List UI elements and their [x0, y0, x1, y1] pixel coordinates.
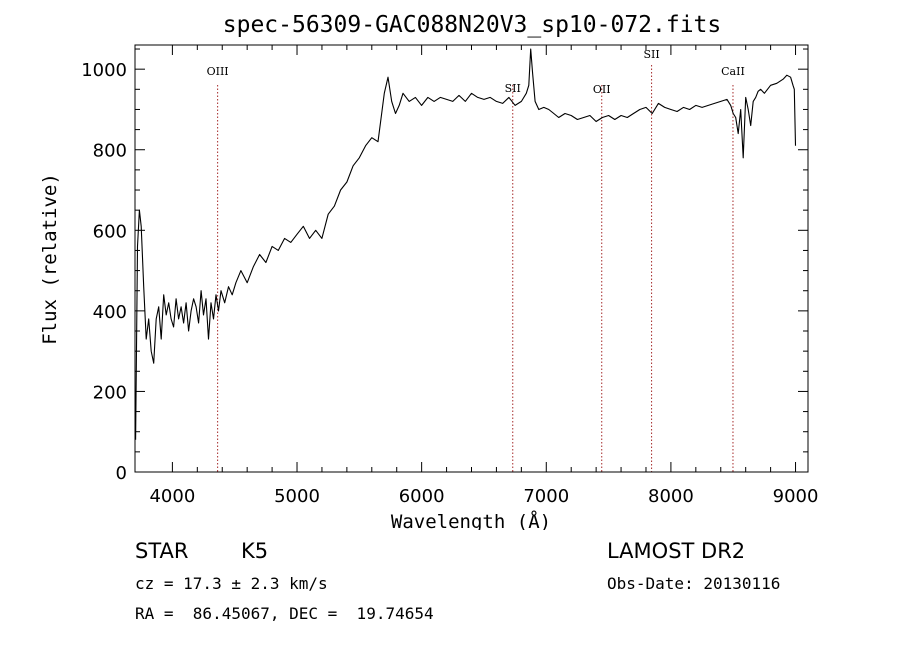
y-tick-label: 1000: [81, 60, 127, 81]
redshift-readout: cz = 17.3 ± 2.3 km/s: [135, 574, 328, 593]
x-tick-label: 4000: [149, 486, 195, 507]
y-tick-label: 800: [93, 141, 127, 162]
chart-title: spec-56309-GAC088N20V3_sp10-072.fits: [223, 12, 722, 38]
coordinates-readout: RA = 86.45067, DEC = 19.74654: [135, 604, 434, 623]
y-tick-label: 0: [116, 463, 127, 484]
spectral-line-oii-label: OII: [593, 83, 611, 96]
x-tick-label: 9000: [773, 486, 819, 507]
x-tick-label: 8000: [648, 486, 694, 507]
x-tick-label: 6000: [399, 486, 445, 507]
observation-date: Obs-Date: 20130116: [607, 574, 781, 593]
spectrum-chart: spec-56309-GAC088N20V3_sp10-072.fits OII…: [39, 12, 818, 530]
spectral-line-sii-label: SII: [643, 48, 659, 61]
x-tick-label: 5000: [274, 486, 320, 507]
plot-frame: [134, 44, 809, 473]
spectral-line-oiii-label: OIII: [207, 65, 229, 78]
y-tick-label: 200: [93, 382, 127, 403]
spectral-line-caii-label: CaII: [721, 65, 745, 78]
y-tick-label: 400: [93, 302, 127, 323]
x-tick-label: 7000: [523, 486, 569, 507]
spectral-line-markers: OIII SII OII SII CaII: [207, 48, 745, 472]
spectrum-series-line: [135, 48, 797, 440]
x-axis-label: Wavelength (Å): [391, 510, 551, 530]
y-axis-ticks: 0 200 400 600 800 1000: [81, 48, 808, 484]
y-axis-label: Flux (relative): [39, 173, 61, 345]
object-subclass: K5: [241, 539, 269, 563]
object-class: STAR: [135, 539, 189, 563]
y-tick-label: 600: [93, 221, 127, 242]
survey-name: LAMOST DR2: [607, 539, 746, 563]
x-axis-ticks: 4000 5000 6000 7000 8000 9000: [149, 45, 818, 507]
spectral-line-sii-label: SII: [505, 82, 521, 95]
